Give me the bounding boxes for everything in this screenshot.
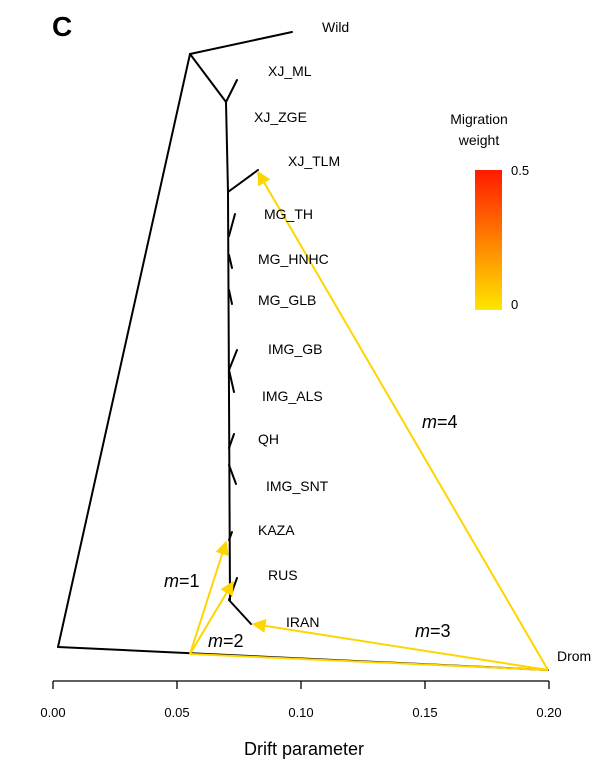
tip-label-img-als: IMG_ALS xyxy=(262,388,323,404)
edge-root-left xyxy=(57,53,191,648)
x-axis-tick-label: 0.15 xyxy=(412,705,437,720)
edge-kaza xyxy=(228,531,233,541)
tip-label-mg-hnhc: MG_HNHC xyxy=(258,251,329,267)
migration-m2-stem xyxy=(189,580,234,655)
edge-img-gb xyxy=(228,349,238,371)
tip-label-xj-ml: XJ_ML xyxy=(268,63,312,79)
edge-xj-ml xyxy=(225,79,238,103)
legend-max-label: 0.5 xyxy=(511,163,529,178)
edge-root-domestic xyxy=(189,53,227,103)
edge-img-als xyxy=(228,369,235,393)
tip-label-img-gb: IMG_GB xyxy=(268,341,322,357)
migration-m3-stem xyxy=(251,619,549,671)
migration-weight-legend: Migration weight 0.5 0 xyxy=(450,111,529,312)
tip-label-kaza: KAZA xyxy=(258,522,295,538)
legend-title-line1: Migration xyxy=(450,111,508,127)
tip-label-xj-zge: XJ_ZGE xyxy=(254,109,307,125)
migration-labels: m=1 m=2 m=3 m=4 xyxy=(164,412,458,651)
migration-label-m2: m=2 xyxy=(208,631,244,651)
migration-label-m1: m=1 xyxy=(164,571,200,591)
edge-iran xyxy=(228,599,252,625)
edge-mg-th xyxy=(228,213,236,237)
edge-mg-hnhc xyxy=(228,254,233,269)
x-axis-tick-label: 0.20 xyxy=(536,705,561,720)
migration-label-m3: m=3 xyxy=(415,621,451,641)
legend-min-label: 0 xyxy=(511,297,518,312)
tip-label-qh: QH xyxy=(258,431,279,447)
x-axis-tick-label: 0.05 xyxy=(164,705,189,720)
tip-label-drom: Drom xyxy=(557,648,591,664)
tip-label-iran: IRAN xyxy=(286,614,319,630)
tip-label-mg-glb: MG_GLB xyxy=(258,292,316,308)
legend-title-line2: weight xyxy=(458,132,500,148)
tip-labels: Wild XJ_ML XJ_ZGE XJ_TLM MG_TH MG_HNHC M… xyxy=(254,19,591,664)
edge-img-snt xyxy=(228,464,237,485)
x-axis-tick-label: 0.00 xyxy=(40,705,65,720)
x-axis-tick-label: 0.10 xyxy=(288,705,313,720)
tip-label-wild: Wild xyxy=(322,19,349,35)
tip-label-img-snt: IMG_SNT xyxy=(266,478,329,494)
tip-label-xj-tlm: XJ_TLM xyxy=(288,153,340,169)
legend-color-bar xyxy=(475,170,502,310)
edge-root-wild xyxy=(189,31,293,55)
edge-mg-glb xyxy=(228,289,233,305)
edge-xj-tlm xyxy=(227,169,259,193)
edge-backbone-upper xyxy=(225,101,229,193)
migration-m1-stem xyxy=(189,540,229,655)
migration-label-m4: m=4 xyxy=(422,412,458,432)
tip-label-rus: RUS xyxy=(268,567,298,583)
edge-backbone-main xyxy=(227,191,231,601)
migration-edges xyxy=(189,170,549,671)
migration-m4-stem xyxy=(257,170,549,671)
panel-label: C xyxy=(52,11,72,42)
migration-source-link xyxy=(189,653,549,671)
tip-label-mg-th: MG_TH xyxy=(264,206,313,222)
x-axis-title: Drift parameter xyxy=(244,739,364,759)
edge-qh xyxy=(228,433,235,449)
x-axis: 0.00 0.05 0.10 0.15 0.20 Drift parameter xyxy=(40,680,562,759)
